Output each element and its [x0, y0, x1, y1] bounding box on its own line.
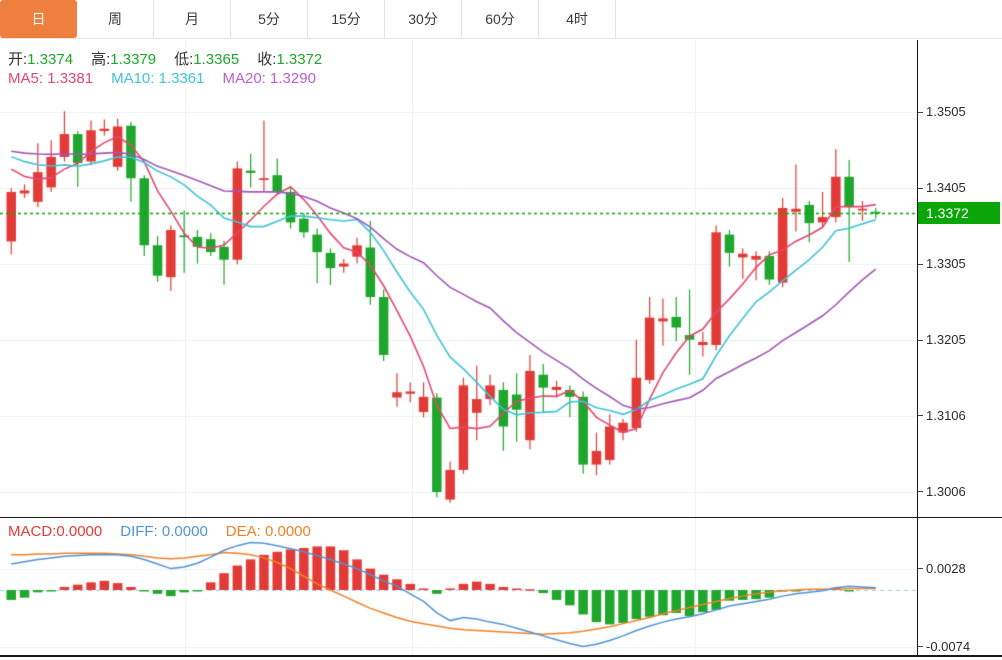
axis-tick-mark — [917, 187, 923, 189]
axis-tick-label: 1.3405 — [926, 180, 966, 196]
tab-周[interactable]: 周 — [77, 0, 154, 38]
legend-item: DEA: 0.0000 — [225, 523, 311, 540]
chart-bottom-border — [0, 655, 1002, 657]
tab-月[interactable]: 月 — [154, 0, 231, 38]
macd-chart-canvas[interactable] — [0, 518, 917, 655]
toolbar-divider — [0, 38, 1002, 39]
legend-item: DIFF: 0.0000 — [120, 523, 208, 540]
axis-tick-label: 0.0028 — [926, 560, 966, 576]
legend-item: MA5: 1.3381 — [8, 70, 94, 87]
ohlc-legend: 开:1.3374 高:1.3379 低:1.3365 收:1.3372 — [8, 48, 340, 69]
ma-legend: MA5: 1.3381 MA10: 1.3361 MA20: 1.3290 — [8, 70, 334, 87]
tab-30分[interactable]: 30分 — [385, 0, 462, 38]
legend-item: MA10: 1.3361 — [111, 70, 205, 87]
macd-legend: MACD:0.0000 DIFF: 0.0000 DEA: 0.0000 — [8, 523, 329, 540]
axis-tick-label: 1.3305 — [926, 256, 966, 272]
legend-item: 开:1.3374 — [8, 51, 74, 68]
axis-tick-label: -0.0074 — [926, 638, 971, 654]
candlestick-chart-canvas[interactable] — [0, 40, 917, 517]
timeframe-toolbar: 日周月 5分 15分 30分 60分 4时 — [0, 0, 616, 38]
current-price-tag: 1.3372 — [918, 202, 1000, 225]
axis-tick-label: 1.3505 — [926, 104, 966, 119]
legend-item: MACD:0.0000 — [8, 523, 103, 540]
tab-4时[interactable]: 4时 — [539, 0, 616, 38]
axis-tick-mark — [917, 111, 923, 113]
axis-tick-mark — [917, 646, 923, 648]
tab-60分[interactable]: 60分 — [462, 0, 539, 38]
panel-separator-line — [0, 517, 1002, 518]
right-axis-line — [917, 40, 918, 656]
legend-item: 高:1.3379 — [91, 51, 157, 68]
legend-item: 收:1.3372 — [257, 51, 323, 68]
axis-tick-label: 1.3106 — [926, 407, 966, 423]
legend-item: 低:1.3365 — [174, 51, 240, 68]
axis-tick-label: 1.3006 — [926, 483, 966, 499]
tab-日[interactable]: 日 — [0, 0, 77, 38]
axis-tick-mark — [917, 415, 923, 417]
axis-tick-label: 1.3205 — [926, 332, 966, 348]
axis-tick-mark — [917, 568, 923, 570]
axis-tick-mark — [917, 339, 923, 341]
tab-5分[interactable]: 5分 — [231, 0, 308, 38]
axis-tick-mark — [917, 263, 923, 265]
axis-tick-mark — [917, 491, 923, 493]
legend-item: MA20: 1.3290 — [222, 70, 316, 87]
tab-15分[interactable]: 15分 — [308, 0, 385, 38]
